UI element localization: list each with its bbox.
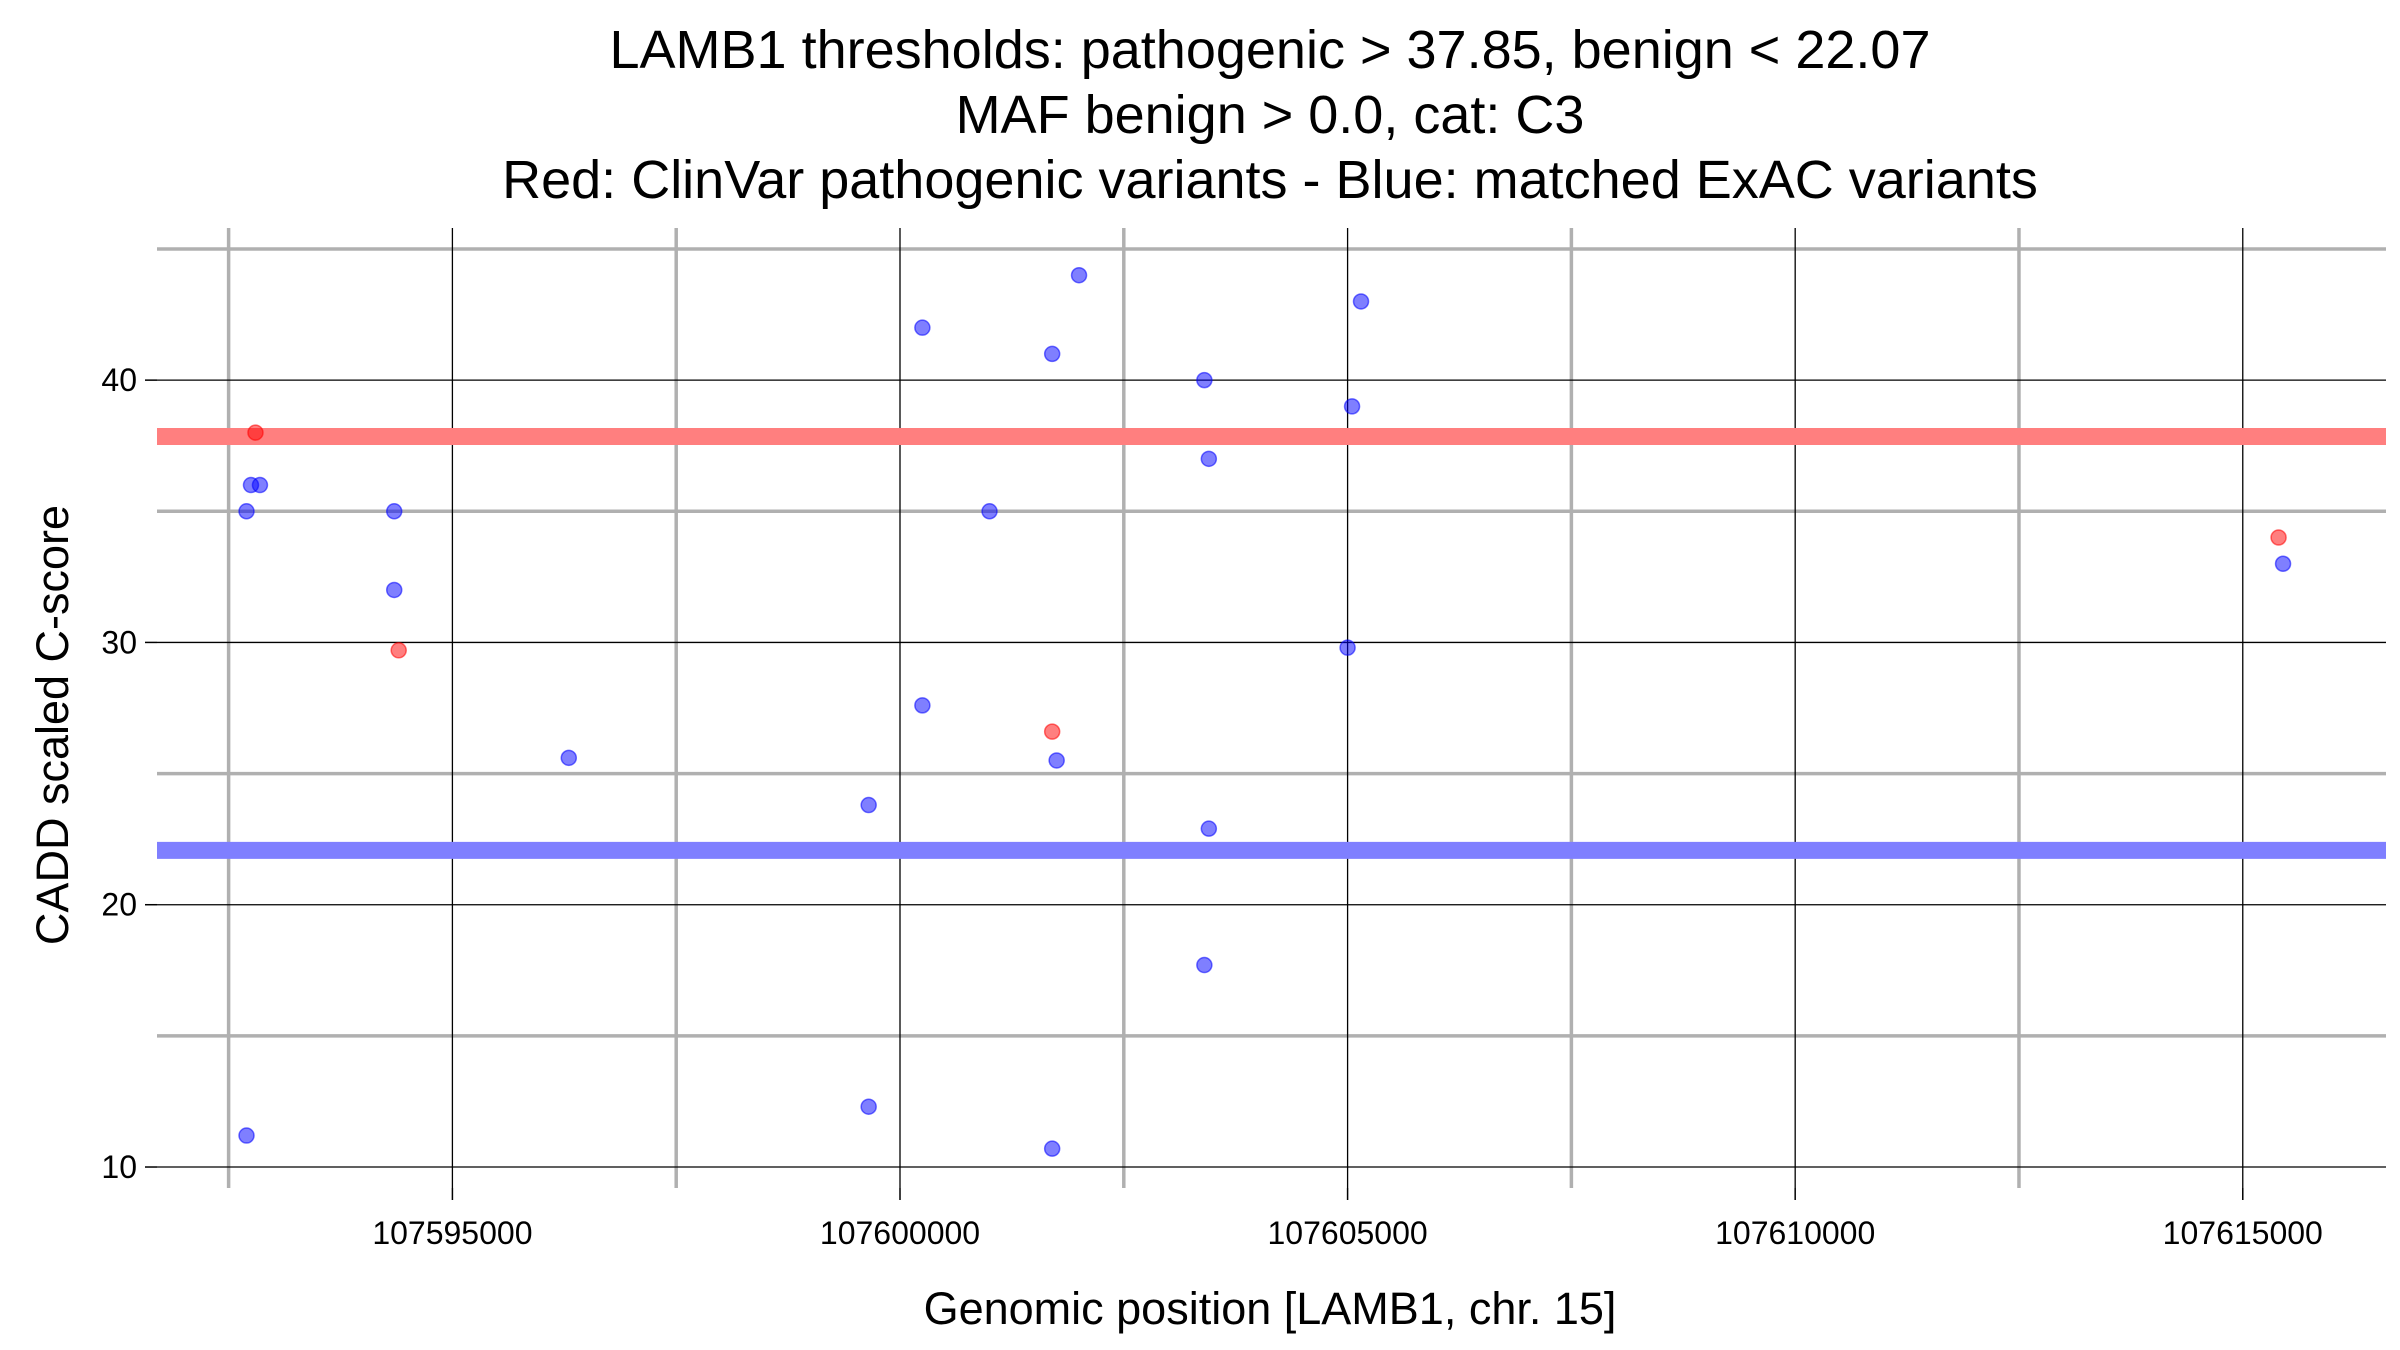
- x-tick-label: 107600000: [820, 1215, 980, 1251]
- title-line-3: Red: ClinVar pathogenic variants - Blue:…: [502, 150, 2038, 210]
- exac-point: [242, 476, 260, 494]
- title-line-1: LAMB1 thresholds: pathogenic > 37.85, be…: [610, 20, 1931, 80]
- y-tick-label: 20: [101, 887, 137, 923]
- major-gridlines: [157, 228, 2386, 1188]
- x-axis-label: Genomic position [LAMB1, chr. 15]: [924, 1283, 1617, 1334]
- y-tick-labels: 10 20 30 40: [101, 362, 137, 1185]
- exac-point: [2274, 555, 2292, 572]
- clinvar-point: [390, 642, 407, 659]
- x-tick-label: 107595000: [372, 1215, 532, 1251]
- data-points: [238, 266, 2292, 1157]
- y-tick-label: 10: [101, 1149, 137, 1185]
- exac-point: [1339, 639, 1356, 656]
- exac-point: [1196, 956, 1213, 974]
- title-line-2: MAF benign > 0.0, cat: C3: [956, 85, 1585, 145]
- x-tick-labels: 107595000 107600000 107605000 107610000 1076…: [372, 1215, 2323, 1251]
- exac-point: [914, 319, 931, 336]
- x-tick-label: 107615000: [2163, 1215, 2323, 1251]
- exac-point: [1043, 1140, 1061, 1157]
- exac-point: [238, 1127, 255, 1144]
- clinvar-point: [2270, 529, 2287, 546]
- exac-point: [1196, 371, 1213, 389]
- exac-point: [385, 503, 403, 520]
- exac-point: [1200, 820, 1218, 837]
- minor-gridlines: [157, 228, 2386, 1188]
- exac-point: [860, 796, 877, 814]
- clinvar-point: [1043, 723, 1061, 740]
- axis-ticks: [145, 379, 2244, 1200]
- exac-point: [1200, 450, 1218, 468]
- exac-point: [560, 749, 578, 767]
- exac-point: [1070, 266, 1088, 284]
- chart-title: LAMB1 thresholds: pathogenic > 37.85, be…: [502, 20, 2038, 210]
- exac-point: [1043, 345, 1061, 363]
- threshold-lines: [157, 428, 2386, 859]
- clinvar-point: [247, 424, 264, 441]
- exac-point: [385, 581, 403, 599]
- y-tick-label: 40: [101, 362, 137, 398]
- exac-point: [914, 697, 931, 714]
- y-tick-label: 30: [101, 624, 137, 660]
- exac-point: [1352, 293, 1370, 310]
- exac-point: [1343, 398, 1361, 415]
- exac-point: [1048, 752, 1065, 769]
- exac-point: [860, 1098, 877, 1115]
- x-tick-label: 107605000: [1268, 1215, 1428, 1251]
- y-axis-label: CADD scaled C-score: [27, 505, 78, 945]
- exac-point: [981, 503, 998, 520]
- exac-point: [238, 503, 255, 520]
- x-tick-label: 107610000: [1715, 1215, 1875, 1251]
